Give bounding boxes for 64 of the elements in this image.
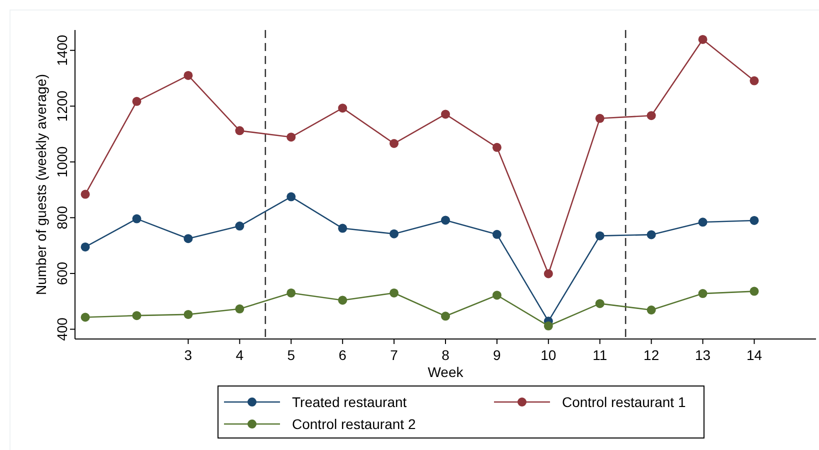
point bbox=[235, 126, 244, 136]
x-tick-label: 6 bbox=[338, 347, 347, 363]
y-tick-label: 1200 bbox=[54, 90, 70, 122]
y-tick-label: 400 bbox=[54, 317, 70, 341]
point bbox=[595, 114, 604, 123]
y-tick-label: 800 bbox=[54, 206, 70, 230]
point bbox=[390, 288, 399, 298]
point bbox=[492, 290, 502, 300]
point bbox=[286, 132, 296, 142]
x-tick-label: 7 bbox=[390, 347, 398, 363]
x-tick-label: 14 bbox=[746, 347, 762, 363]
point bbox=[544, 321, 553, 330]
point bbox=[338, 104, 348, 113]
point bbox=[132, 311, 142, 320]
point bbox=[544, 269, 553, 278]
point bbox=[698, 34, 708, 44]
point bbox=[646, 305, 656, 314]
point bbox=[595, 231, 604, 240]
x-tick-label: 4 bbox=[236, 347, 244, 363]
point bbox=[80, 312, 90, 322]
point bbox=[235, 222, 244, 231]
y-tick-label: 1000 bbox=[54, 146, 70, 178]
x-tick-label: 3 bbox=[184, 347, 192, 363]
point bbox=[750, 286, 759, 296]
x-tick-label: 11 bbox=[592, 347, 608, 363]
x-tick-label: 8 bbox=[442, 347, 450, 363]
point bbox=[441, 216, 450, 225]
point bbox=[80, 190, 90, 199]
point bbox=[698, 289, 708, 298]
x-tick-label: 12 bbox=[644, 347, 660, 363]
y-axis-title: Number of guests (weekly average) bbox=[33, 74, 49, 295]
point bbox=[390, 139, 399, 148]
point bbox=[184, 310, 193, 319]
point bbox=[132, 96, 142, 106]
x-tick-label: 13 bbox=[695, 347, 711, 363]
legend-label: Control restaurant 1 bbox=[562, 394, 686, 410]
point bbox=[286, 288, 296, 298]
point bbox=[492, 142, 502, 152]
x-tick-label: 10 bbox=[540, 347, 556, 363]
legend-label: Control restaurant 2 bbox=[292, 416, 416, 432]
point bbox=[184, 70, 193, 80]
point bbox=[750, 216, 759, 225]
point bbox=[338, 224, 348, 233]
point bbox=[80, 242, 90, 252]
point bbox=[595, 299, 604, 308]
point bbox=[184, 234, 193, 244]
point bbox=[441, 110, 450, 119]
point bbox=[338, 296, 348, 305]
legend-label: Treated restaurant bbox=[292, 394, 407, 410]
point bbox=[390, 229, 399, 238]
point bbox=[646, 230, 656, 240]
point bbox=[750, 76, 759, 86]
point bbox=[646, 111, 656, 120]
point bbox=[286, 192, 296, 202]
point bbox=[441, 312, 450, 321]
point bbox=[698, 218, 708, 227]
x-axis-title: Week bbox=[428, 364, 464, 380]
x-tick-label: 5 bbox=[287, 347, 296, 363]
point bbox=[235, 304, 244, 314]
y-tick-label: 600 bbox=[54, 262, 70, 286]
point bbox=[132, 214, 142, 224]
x-tick-label: 9 bbox=[493, 347, 502, 363]
point bbox=[492, 230, 502, 239]
y-tick-label: 1400 bbox=[54, 34, 70, 66]
